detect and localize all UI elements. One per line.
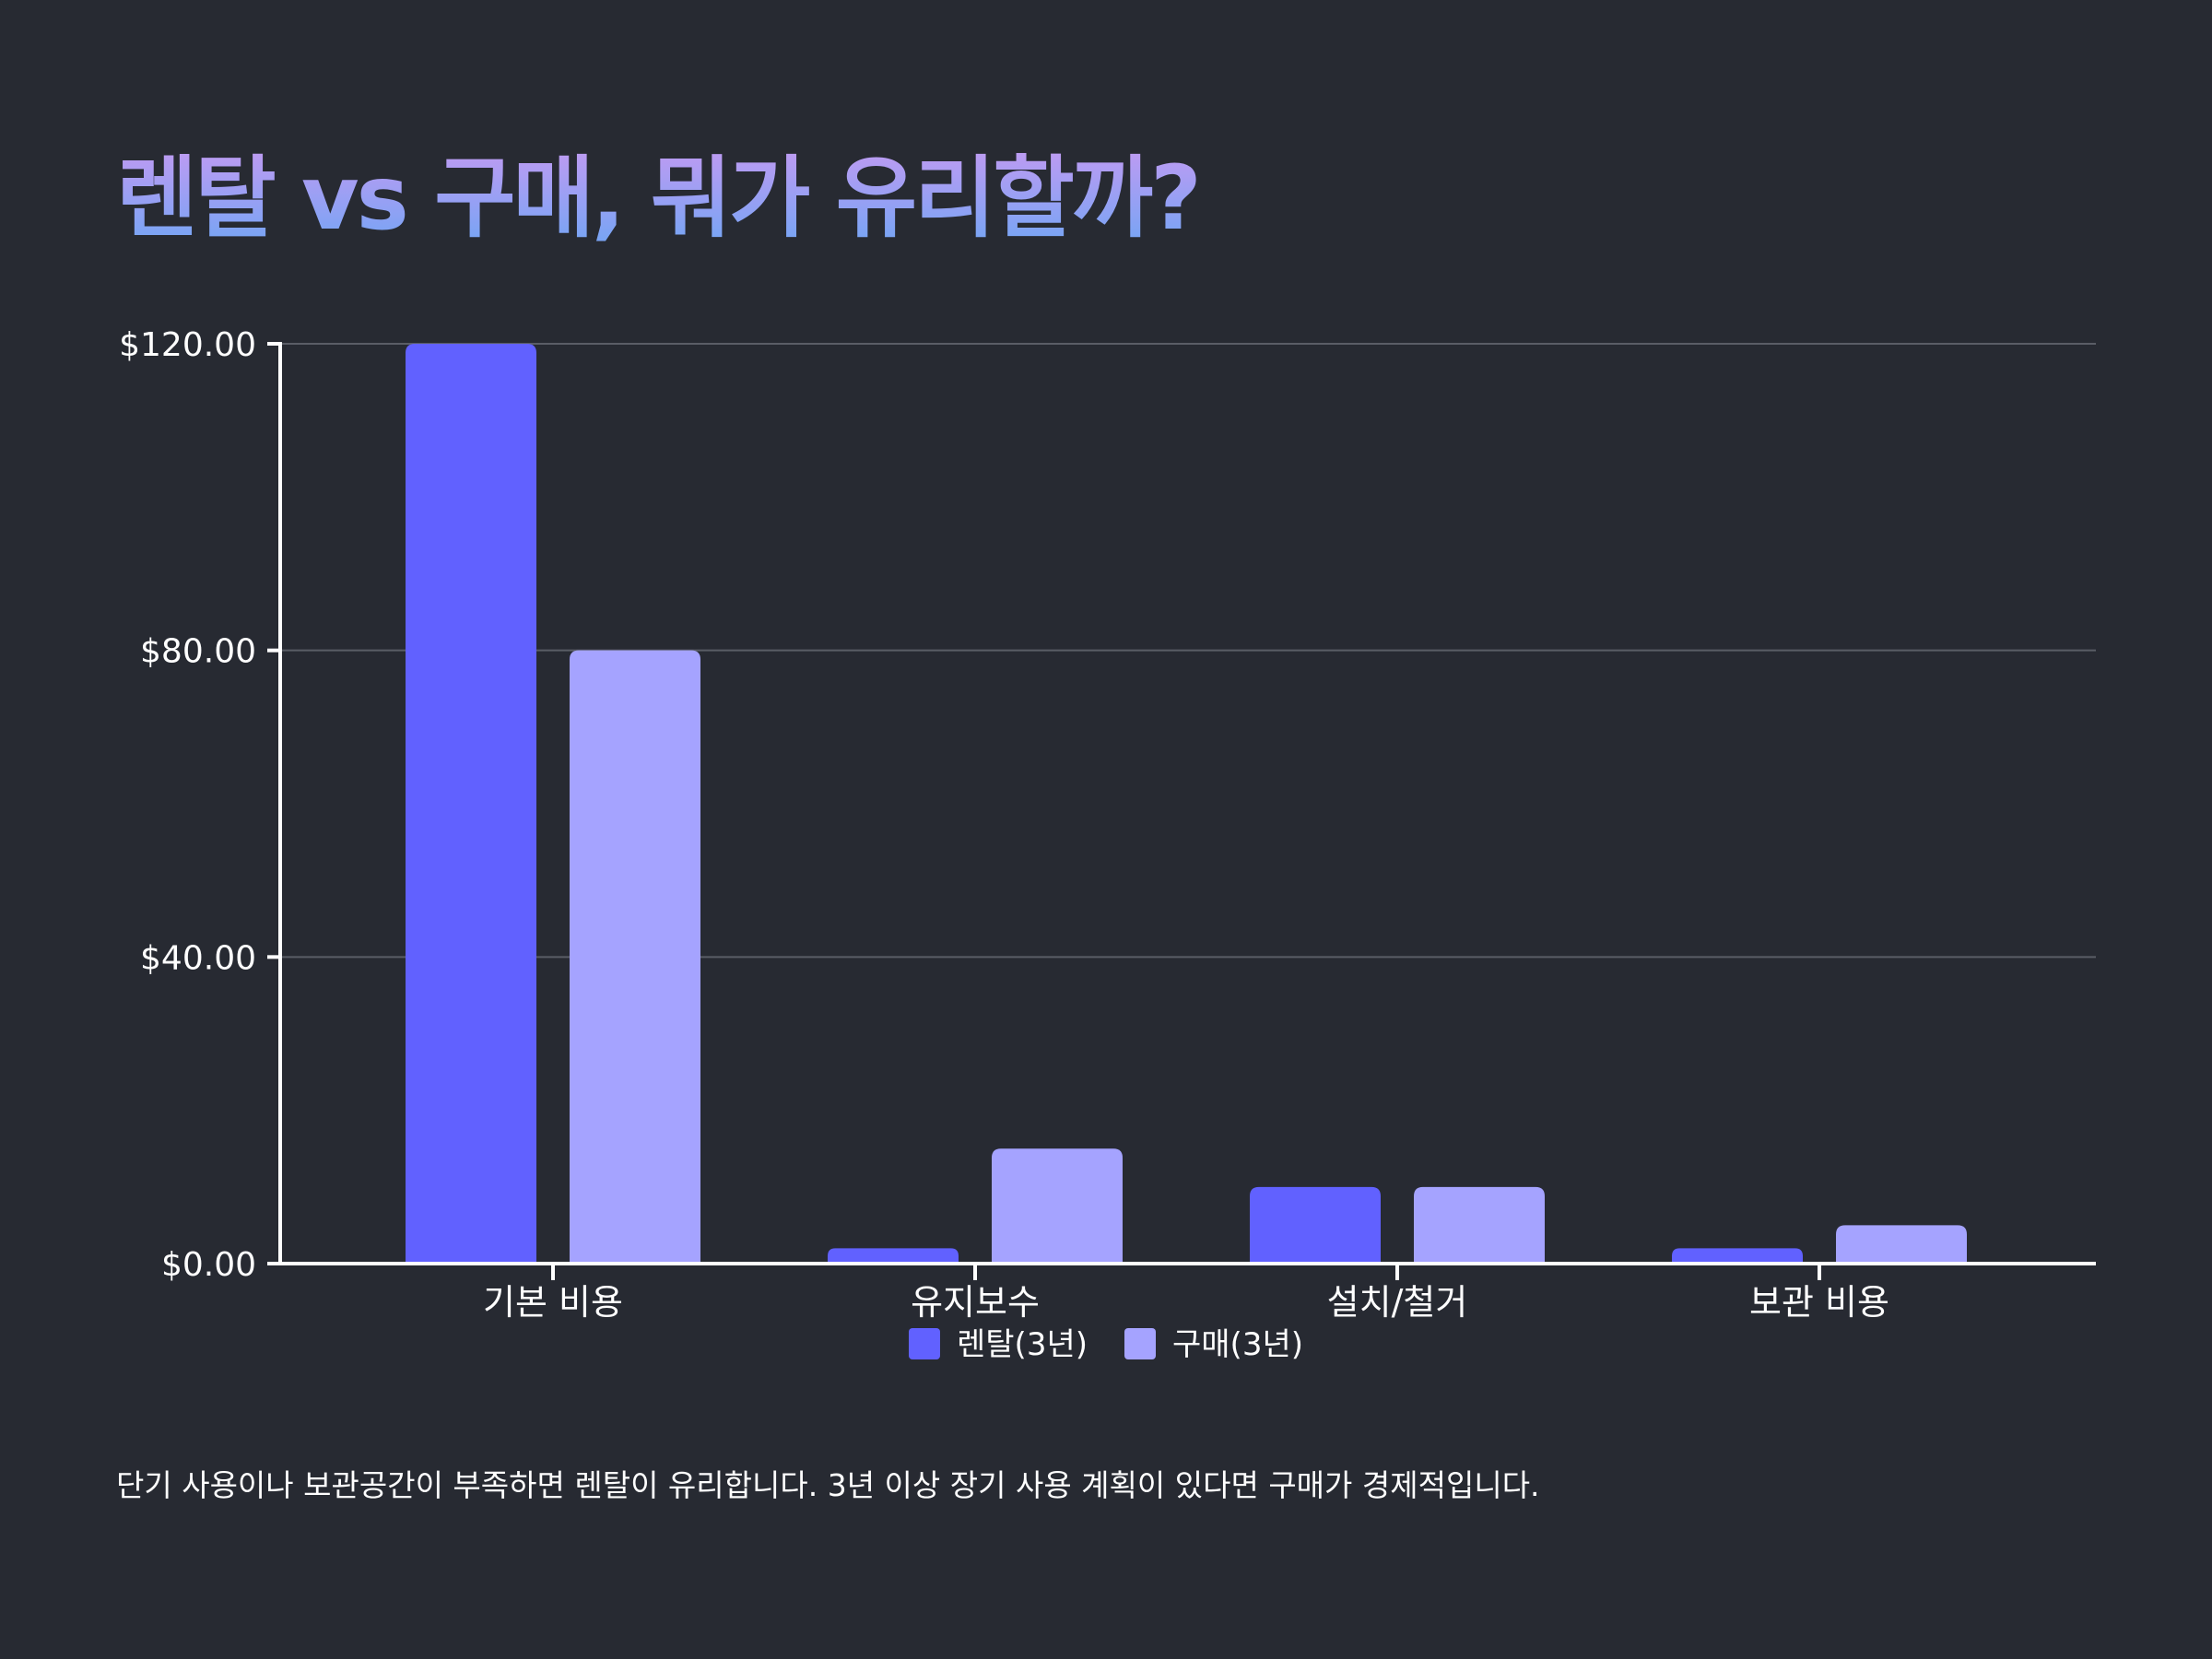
y-tick-label: $40.00 xyxy=(140,939,256,977)
x-tick-label: 유지보수 xyxy=(911,1282,1040,1323)
legend-label: 구매(3년) xyxy=(1172,1326,1303,1363)
bar xyxy=(1836,1225,1967,1264)
chart-title: 렌탈 vs 구매, 뭐가 유리할까? xyxy=(116,138,1202,258)
legend: 렌탈(3년) 구매(3년) xyxy=(909,1326,1303,1363)
legend-label: 렌탈(3년) xyxy=(957,1326,1088,1363)
y-tick-labels: $0.00 $40.00 $80.00 $120.00 xyxy=(119,326,256,1284)
gridlines xyxy=(280,343,2096,959)
y-tick-label: $120.00 xyxy=(119,326,256,364)
legend-item: 렌탈(3년) xyxy=(909,1326,1088,1363)
bar xyxy=(1250,1186,1381,1264)
legend-swatch xyxy=(909,1328,940,1359)
legend-swatch xyxy=(1124,1328,1156,1359)
bar xyxy=(1672,1248,1803,1264)
x-tick-label: 기본 비용 xyxy=(483,1282,623,1323)
footnote: 단기 사용이나 보관공간이 부족하면 렌탈이 유리합니다. 3년 이상 장기 사… xyxy=(116,1467,1540,1503)
bar xyxy=(1414,1186,1545,1264)
bar xyxy=(992,1148,1123,1264)
x-tick-label: 보관 비용 xyxy=(1749,1282,1889,1323)
x-tick-label: 설치/철거 xyxy=(1327,1282,1468,1323)
axes xyxy=(267,342,2096,1280)
x-tick-labels: 기본 비용 유지보수 설치/철거 보관 비용 xyxy=(483,1282,1889,1323)
y-tick-label: $0.00 xyxy=(161,1246,256,1284)
bars xyxy=(406,344,1967,1264)
bar xyxy=(570,650,700,1264)
legend-item: 구매(3년) xyxy=(1124,1326,1303,1363)
bar xyxy=(828,1248,959,1264)
y-tick-label: $80.00 xyxy=(140,633,256,671)
bar xyxy=(406,344,536,1264)
